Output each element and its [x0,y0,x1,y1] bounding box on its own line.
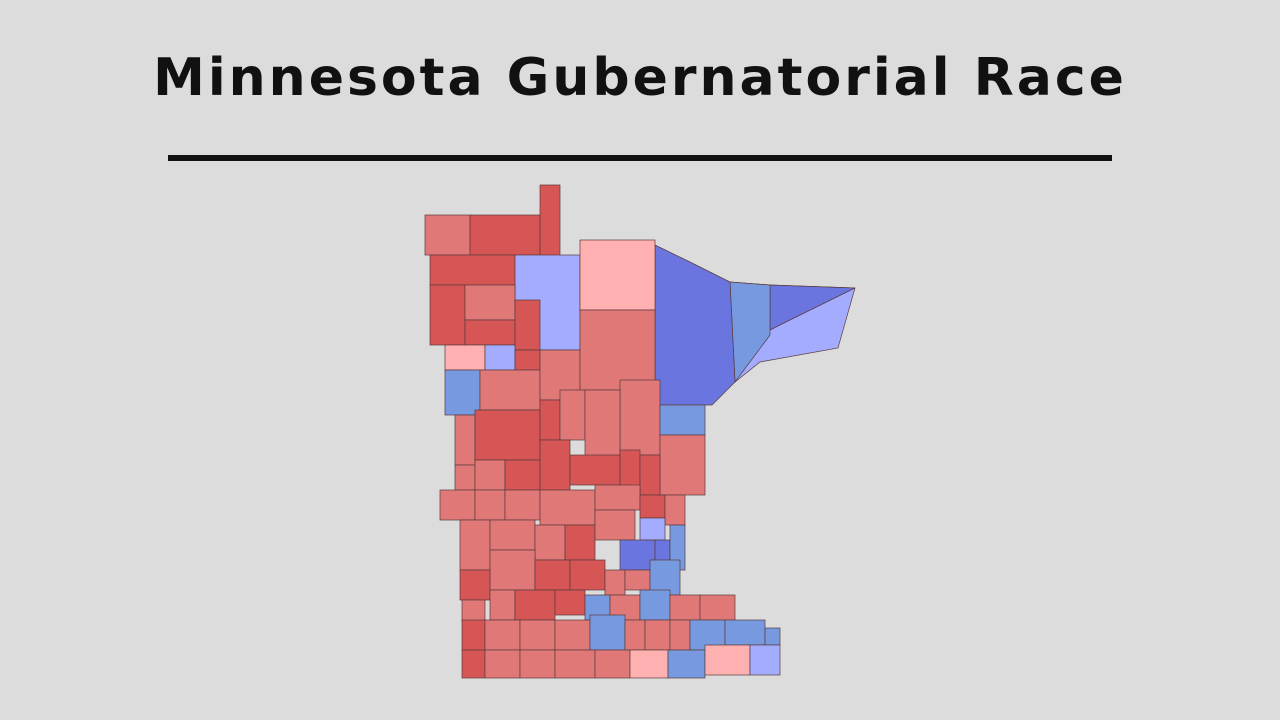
county [519,649,556,679]
county [444,369,481,416]
county [484,344,516,371]
county [484,619,521,651]
county [454,464,476,491]
county [589,614,626,651]
county [461,599,486,623]
county [429,254,516,286]
county [459,519,491,571]
county [659,404,706,436]
county [704,644,751,676]
county [604,569,626,596]
county [584,389,621,461]
county [459,569,491,601]
county [474,459,506,491]
county [669,594,701,621]
county [639,494,666,519]
county [639,454,661,496]
county [554,589,586,616]
county [667,649,706,679]
county [469,214,541,256]
county [624,569,651,591]
county [504,459,541,491]
county [624,619,646,651]
county [514,349,541,371]
county [554,649,596,679]
county [619,539,656,571]
county [504,489,541,521]
county [664,494,686,526]
county [569,559,606,591]
county [559,389,586,441]
county [579,239,656,311]
county [489,549,536,591]
county [699,594,736,621]
county [569,454,621,486]
county [749,644,781,676]
county [474,489,506,521]
county [594,484,641,511]
county [489,589,516,621]
county [484,649,521,679]
map-title: Minnesota Gubernatorial Race [153,48,1127,108]
county [659,434,706,496]
county [534,524,566,561]
county [619,379,661,456]
county [461,649,486,679]
county [579,309,656,391]
county [429,284,466,346]
county [489,519,536,551]
county [444,344,486,371]
county [539,489,596,526]
county [539,439,571,491]
county [594,649,631,679]
county [669,619,691,651]
county [461,619,486,651]
county [724,619,766,646]
county [629,649,669,679]
county [519,619,556,651]
county [564,524,596,561]
county [594,509,636,541]
county [464,319,516,346]
county [479,369,541,411]
county [764,627,781,646]
title-rule [168,155,1112,161]
county [644,619,671,651]
county [464,284,516,321]
county [514,299,541,351]
county [534,559,571,591]
county [554,619,591,651]
county [539,399,561,441]
county [514,589,556,621]
county [439,489,476,521]
county [474,409,541,461]
county [654,244,736,406]
county [649,559,681,596]
county [454,414,476,466]
county [639,589,671,621]
county [424,214,471,256]
county [639,517,666,541]
